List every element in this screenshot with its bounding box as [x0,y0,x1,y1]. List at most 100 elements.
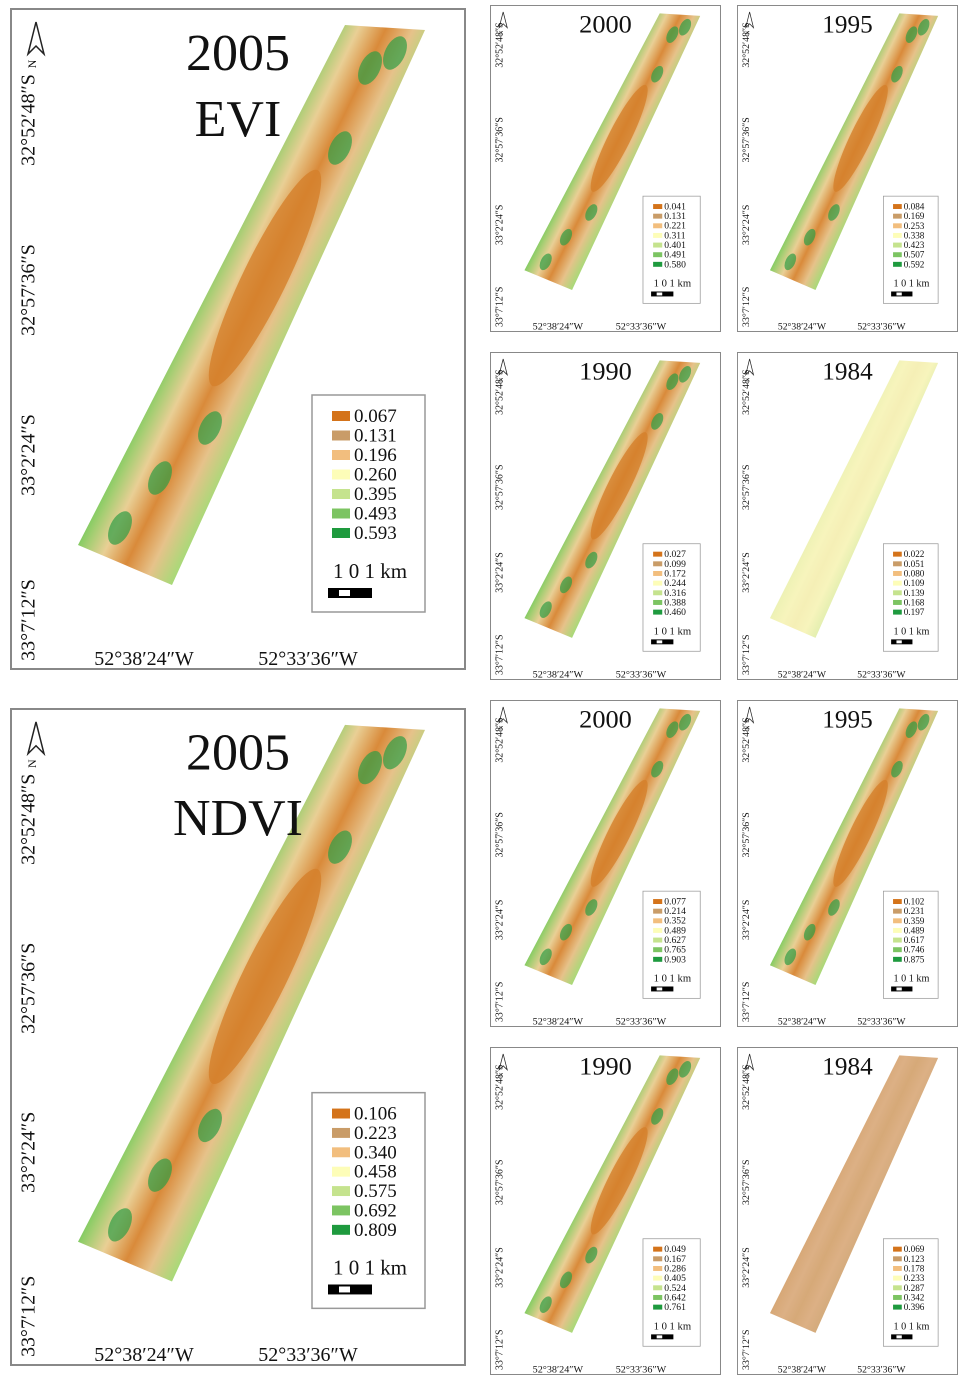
vegetation-patch [148,461,172,495]
legend-label: 0.253 [904,222,925,232]
map-title: 2005 [186,725,290,782]
legend-swatch [893,232,902,238]
legend-label: 0.244 [664,579,686,589]
legend-swatch [653,232,663,238]
legend-box [883,1238,939,1347]
legend-box [642,543,701,652]
longitude-label: 52°38′24″W [533,1365,584,1375]
scale-bar-segment [656,640,663,644]
legend-label: 0.642 [664,1294,686,1304]
longitude-label: 52°33′36″W [616,1017,667,1027]
legend-swatch [653,956,663,962]
scale-label: 1 0 1 km [894,973,930,984]
legend-swatch [893,213,902,219]
legend-label: 0.395 [354,484,397,505]
latitude-label: 33°2′24″S [494,900,505,940]
vegetation-patch [559,1271,573,1289]
bare-core [833,84,888,192]
longitude-label: 52°38′24″W [778,321,827,332]
latitude-label: 33°2′24″S [741,205,752,245]
vegetation-patch [666,373,679,391]
legend-label: 0.067 [354,406,397,427]
legend-label: 0.287 [904,1284,925,1294]
map-panel: N 1990 32°52′48″S 32°57′36″S 33°2′24″S 33°7′1… [490,1047,721,1375]
map-panel: N 1995 32°52′48″S 32°57′36″S 33°2′24″S 33°7′1… [737,700,958,1028]
north-label: N [499,1072,505,1077]
legend-swatch [653,1275,663,1281]
north-arrow [498,11,508,29]
legend-label: 0.311 [664,231,686,241]
map-title: 1990 [579,1052,632,1081]
legend-label: 0.223 [354,1123,397,1144]
map-panel: N 2005 NDVI 32°52′48″S 32°57′36″S 33°2′24″S 33… [10,708,466,1366]
legend-swatch [332,430,350,441]
legend-label: 0.460 [664,608,686,618]
legend-label: 0.580 [664,260,686,270]
vegetation-patch [585,1246,598,1264]
latitude-label: 32°57′36″S [18,244,40,336]
legend-label: 0.489 [904,926,925,936]
legend-swatch [332,1224,350,1235]
legend-label: 0.139 [904,589,925,599]
map: N 2005 EVI 32°52′48″S 32°57′36″S 33°2′24″S 33°… [10,8,466,670]
map: N 2000 32°52′48″S 32°57′36″S 33°2′24″S 33°7′1… [490,700,721,1027]
legend-box [642,195,701,304]
scale-label: 1 0 1 km [654,627,692,638]
latitude-label: 32°52′48″S [741,22,752,67]
map-title: 2000 [579,10,632,39]
legend-label: 0.401 [664,241,686,251]
legend-swatch [653,242,663,248]
legend-label: 0.080 [904,569,925,579]
longitude-label: 52°33′36″W [857,321,906,332]
legend-label: 0.260 [354,465,397,486]
map-panel: N 2005 EVI 32°52′48″S 32°57′36″S 33°2′24″S 33°… [10,8,466,670]
latitude-label: 32°52′48″S [741,369,752,414]
legend-swatch [653,1256,663,1262]
legend-swatch [332,528,350,538]
legend-label: 0.617 [904,936,925,946]
vegetation-patch [678,18,692,36]
map: N 1990 32°52′48″S 32°57′36″S 33°2′24″S 33°7′1… [490,352,721,680]
legend-label: 0.169 [904,212,925,222]
legend-label: 0.489 [664,926,686,936]
longitude-label: 52°33′36″W [258,648,358,670]
north-arrow [498,1053,508,1072]
vegetation-patch [383,736,407,770]
legend-swatch [893,918,902,924]
longitude-label: 52°38′24″W [94,648,194,670]
north-label: N [499,30,505,35]
vegetation-patch [828,899,840,916]
vegetation-patch [585,899,598,916]
legend-label: 0.196 [354,445,397,466]
map-title: 1984 [822,356,873,385]
map-title: 1995 [822,9,872,38]
legend-label: 0.359 [904,917,925,927]
legend-swatch [893,1294,902,1300]
legend-label: 0.593 [354,523,397,544]
map-panel: N 1984 32°52′48″S 32°57′36″S 33°2′24″S 33°7′1… [737,352,958,681]
legend-swatch [653,1246,663,1252]
latitude-label: 32°57′36″S [494,1160,505,1205]
legend-label: 0.903 [664,955,686,965]
legend-swatch [332,469,350,480]
legend-label: 0.342 [904,1293,925,1303]
legend-swatch [653,899,663,905]
latitude-label: 32°57′36″S [741,117,752,162]
legend-swatch [653,918,663,924]
legend-label: 0.231 [904,907,925,917]
longitude-label: 52°33′36″W [857,1364,906,1375]
vegetation-patch [678,713,692,731]
vegetation-patch [198,411,222,445]
legend-swatch [653,561,663,567]
legend-label: 0.214 [664,907,686,917]
legend-label: 0.077 [664,898,686,908]
legend-swatch [653,1285,663,1291]
latitude-label: 33°7′12″S [741,982,752,1022]
vegetation-patch [666,26,679,43]
scale-label: 1 0 1 km [894,278,930,289]
legend-swatch [893,947,902,953]
legend-label: 0.507 [904,251,925,261]
legend-swatch [893,204,902,210]
legend-swatch [893,570,902,576]
legend-label: 0.746 [904,946,925,956]
